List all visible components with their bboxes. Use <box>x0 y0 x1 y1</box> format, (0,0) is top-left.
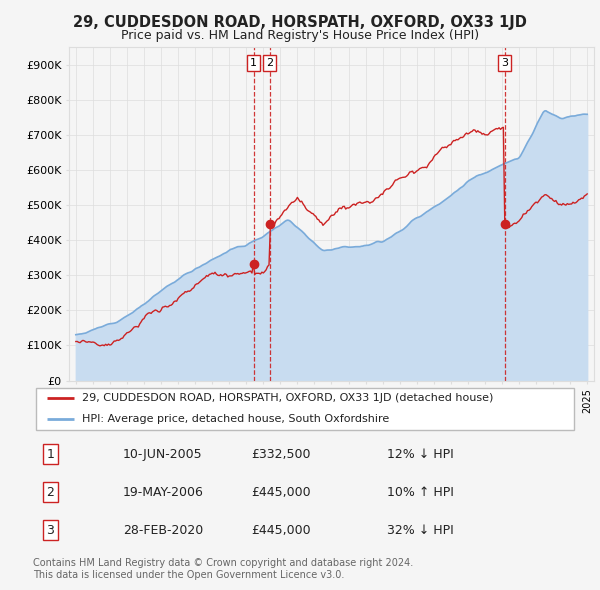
Text: 3: 3 <box>46 524 55 537</box>
Text: 29, CUDDESDON ROAD, HORSPATH, OXFORD, OX33 1JD (detached house): 29, CUDDESDON ROAD, HORSPATH, OXFORD, OX… <box>82 394 493 404</box>
Text: £445,000: £445,000 <box>251 524 311 537</box>
Text: 3: 3 <box>501 58 508 68</box>
Text: 1: 1 <box>46 448 55 461</box>
FancyBboxPatch shape <box>36 388 574 430</box>
Text: This data is licensed under the Open Government Licence v3.0.: This data is licensed under the Open Gov… <box>33 570 344 579</box>
Text: 32% ↓ HPI: 32% ↓ HPI <box>387 524 454 537</box>
Text: 29, CUDDESDON ROAD, HORSPATH, OXFORD, OX33 1JD: 29, CUDDESDON ROAD, HORSPATH, OXFORD, OX… <box>73 15 527 30</box>
Text: 2: 2 <box>46 486 55 499</box>
Text: Contains HM Land Registry data © Crown copyright and database right 2024.: Contains HM Land Registry data © Crown c… <box>33 559 413 568</box>
Text: 2: 2 <box>266 58 274 68</box>
Text: 1: 1 <box>250 58 257 68</box>
Text: 12% ↓ HPI: 12% ↓ HPI <box>387 448 454 461</box>
Text: Price paid vs. HM Land Registry's House Price Index (HPI): Price paid vs. HM Land Registry's House … <box>121 29 479 42</box>
Text: 28-FEB-2020: 28-FEB-2020 <box>123 524 203 537</box>
Text: 10% ↑ HPI: 10% ↑ HPI <box>387 486 454 499</box>
Text: £445,000: £445,000 <box>251 486 311 499</box>
Text: £332,500: £332,500 <box>251 448 310 461</box>
Text: 10-JUN-2005: 10-JUN-2005 <box>123 448 203 461</box>
Text: 19-MAY-2006: 19-MAY-2006 <box>123 486 204 499</box>
Text: HPI: Average price, detached house, South Oxfordshire: HPI: Average price, detached house, Sout… <box>82 414 389 424</box>
